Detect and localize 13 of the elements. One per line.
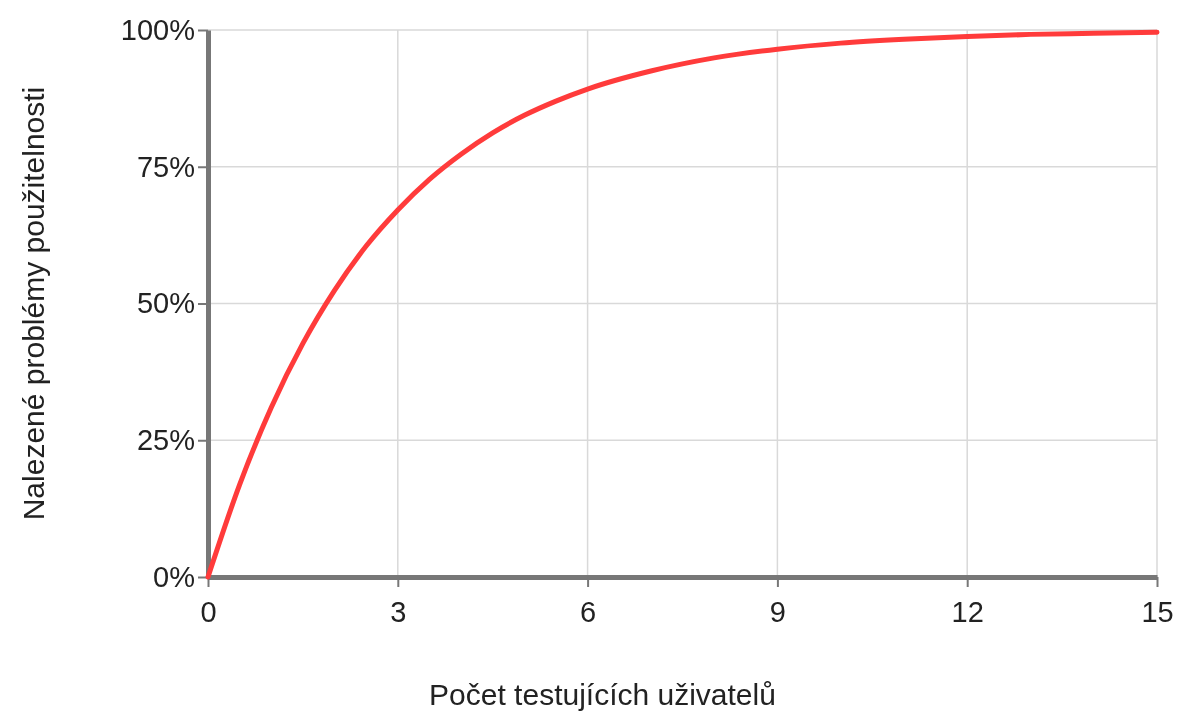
y-tick-label: 50%: [136, 287, 195, 320]
y-tick-label: 75%: [136, 150, 195, 183]
x-axis-title: Počet testujících uživatelů: [429, 678, 776, 711]
x-tick-label: 9: [769, 595, 786, 628]
x-tick-label: 0: [200, 595, 217, 628]
y-tick-label: 0%: [153, 560, 195, 593]
x-tick-label: 12: [951, 595, 984, 628]
y-tick-label: 100%: [120, 13, 195, 46]
y-axis-title: Nalezené problémy použitelnosti: [17, 86, 50, 521]
x-tick-label: 15: [1141, 595, 1174, 628]
x-tick-label: 3: [390, 595, 407, 628]
x-tick-label: 6: [580, 595, 597, 628]
y-tick-label: 25%: [136, 424, 195, 457]
